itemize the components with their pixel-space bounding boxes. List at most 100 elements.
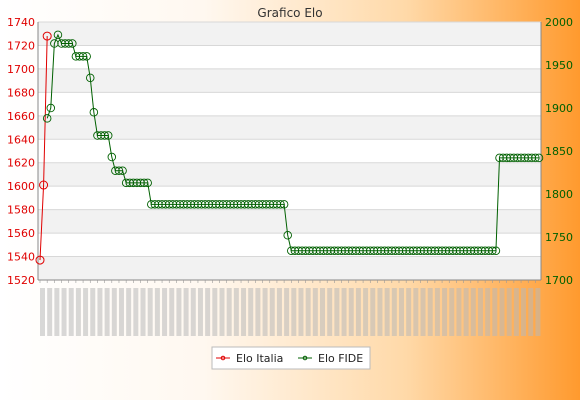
x-tick-label-mark xyxy=(363,288,369,336)
y-left-tick-label: 1620 xyxy=(7,157,35,170)
legend-label-italia: Elo Italia xyxy=(236,352,283,365)
point-elo-fide xyxy=(276,200,285,209)
x-axis-ticks xyxy=(39,280,541,336)
x-tick-label-mark xyxy=(427,288,433,336)
x-tick-label-mark xyxy=(111,288,117,336)
legend-box xyxy=(211,346,371,370)
x-tick-label-mark xyxy=(355,288,361,336)
x-tick-label-mark xyxy=(391,288,397,336)
x-tick-label-mark xyxy=(40,288,45,336)
series-layer xyxy=(35,30,544,265)
grid-band xyxy=(38,256,541,280)
x-tick-label-mark xyxy=(449,288,455,336)
point-elo-italia xyxy=(39,180,49,190)
y-right-tick-label: 1950 xyxy=(545,59,573,72)
x-tick-label-mark xyxy=(140,288,146,336)
x-tick-label-mark xyxy=(456,288,462,336)
point-elo-fide xyxy=(64,39,73,48)
point-elo-fide xyxy=(107,152,117,162)
x-tick-label-mark xyxy=(470,288,476,336)
point-elo-fide xyxy=(534,153,544,163)
point-elo-fide xyxy=(118,166,127,176)
y-left-tick-label: 1540 xyxy=(7,251,35,264)
x-tick-label-mark xyxy=(190,288,196,336)
x-tick-label-mark xyxy=(255,288,261,336)
point-elo-fide xyxy=(139,178,149,188)
x-tick-label-mark xyxy=(176,288,182,336)
x-tick-label-mark xyxy=(334,288,340,336)
x-tick-label-mark xyxy=(513,288,519,336)
x-tick-label-mark xyxy=(212,288,218,336)
y-axis-right: 1700 1750 1800 1850 1900 1950 2000 xyxy=(38,16,573,287)
x-tick-label-mark xyxy=(521,288,527,336)
y-left-tick-label: 1560 xyxy=(7,227,35,240)
x-tick-label-mark xyxy=(226,288,232,336)
x-tick-label-mark xyxy=(183,288,189,336)
point-elo-fide xyxy=(103,131,113,140)
grid-band xyxy=(38,209,541,234)
x-tick-label-mark xyxy=(197,288,203,336)
point-elo-fide xyxy=(114,166,124,176)
x-tick-label-mark xyxy=(370,288,376,336)
y-left-tick-label: 1580 xyxy=(7,204,35,217)
y-right-tick-label: 1700 xyxy=(545,274,573,287)
plot-area xyxy=(38,22,541,280)
y-left-tick-label: 1720 xyxy=(7,39,35,52)
x-tick-label-mark xyxy=(477,288,483,336)
x-tick-label-mark xyxy=(298,288,304,336)
legend-italia-marker xyxy=(220,355,226,361)
x-tick-label-mark xyxy=(241,288,247,336)
point-elo-fide xyxy=(78,52,88,61)
x-tick-label-mark xyxy=(75,288,81,336)
y-left-tick-label: 1680 xyxy=(7,86,35,99)
x-tick-label-mark xyxy=(320,288,326,336)
legend: Elo Italia Elo FIDE xyxy=(211,346,371,370)
x-tick-label-mark xyxy=(126,288,132,336)
x-tick-label-mark xyxy=(104,288,110,336)
x-tick-label-mark xyxy=(499,288,505,336)
x-tick-label-mark xyxy=(341,288,347,336)
x-tick-label-mark xyxy=(133,288,139,336)
x-tick-label-mark xyxy=(83,288,89,336)
x-tick-label-mark xyxy=(154,288,160,336)
x-tick-label-mark xyxy=(269,288,275,336)
point-elo-fide xyxy=(46,103,56,113)
x-tick-label-mark xyxy=(463,288,469,336)
x-tick-label-mark xyxy=(205,288,211,336)
grid-band xyxy=(38,115,541,140)
x-tick-label-mark xyxy=(413,288,419,336)
x-tick-label-mark xyxy=(147,288,153,336)
point-elo-fide xyxy=(279,200,289,209)
x-tick-label-mark xyxy=(434,288,440,336)
x-tick-label-mark xyxy=(384,288,390,336)
x-tick-label-mark xyxy=(528,288,534,336)
x-tick-label-mark xyxy=(327,288,333,336)
y-right-tick-label: 1850 xyxy=(545,145,573,158)
point-elo-fide xyxy=(86,73,95,83)
point-elo-fide xyxy=(283,231,292,240)
x-tick-label-mark xyxy=(442,288,448,336)
plot-background xyxy=(38,22,541,280)
x-tick-label-mark xyxy=(284,288,290,336)
grid-band xyxy=(38,22,541,46)
x-tick-label-mark xyxy=(348,288,354,336)
point-elo-fide xyxy=(82,52,91,61)
x-tick-label-mark xyxy=(90,288,96,336)
x-tick-label-mark xyxy=(312,288,318,336)
point-elo-italia xyxy=(42,31,52,41)
x-tick-label-mark xyxy=(535,288,541,336)
x-tick-label-mark xyxy=(506,288,512,336)
x-tick-label-mark xyxy=(248,288,254,336)
point-elo-fide xyxy=(531,153,540,163)
point-elo-fide xyxy=(53,30,63,40)
x-tick-label-mark xyxy=(118,288,124,336)
y-left-tick-label: 1700 xyxy=(7,63,35,76)
x-tick-label-mark xyxy=(97,288,103,336)
grid-band xyxy=(38,68,541,93)
x-tick-label-mark xyxy=(162,288,168,336)
point-elo-fide xyxy=(143,178,152,188)
point-elo-fide xyxy=(488,246,497,256)
legend-fide-marker xyxy=(302,355,308,361)
point-elo-fide xyxy=(42,114,52,123)
x-tick-label-mark xyxy=(406,288,412,336)
